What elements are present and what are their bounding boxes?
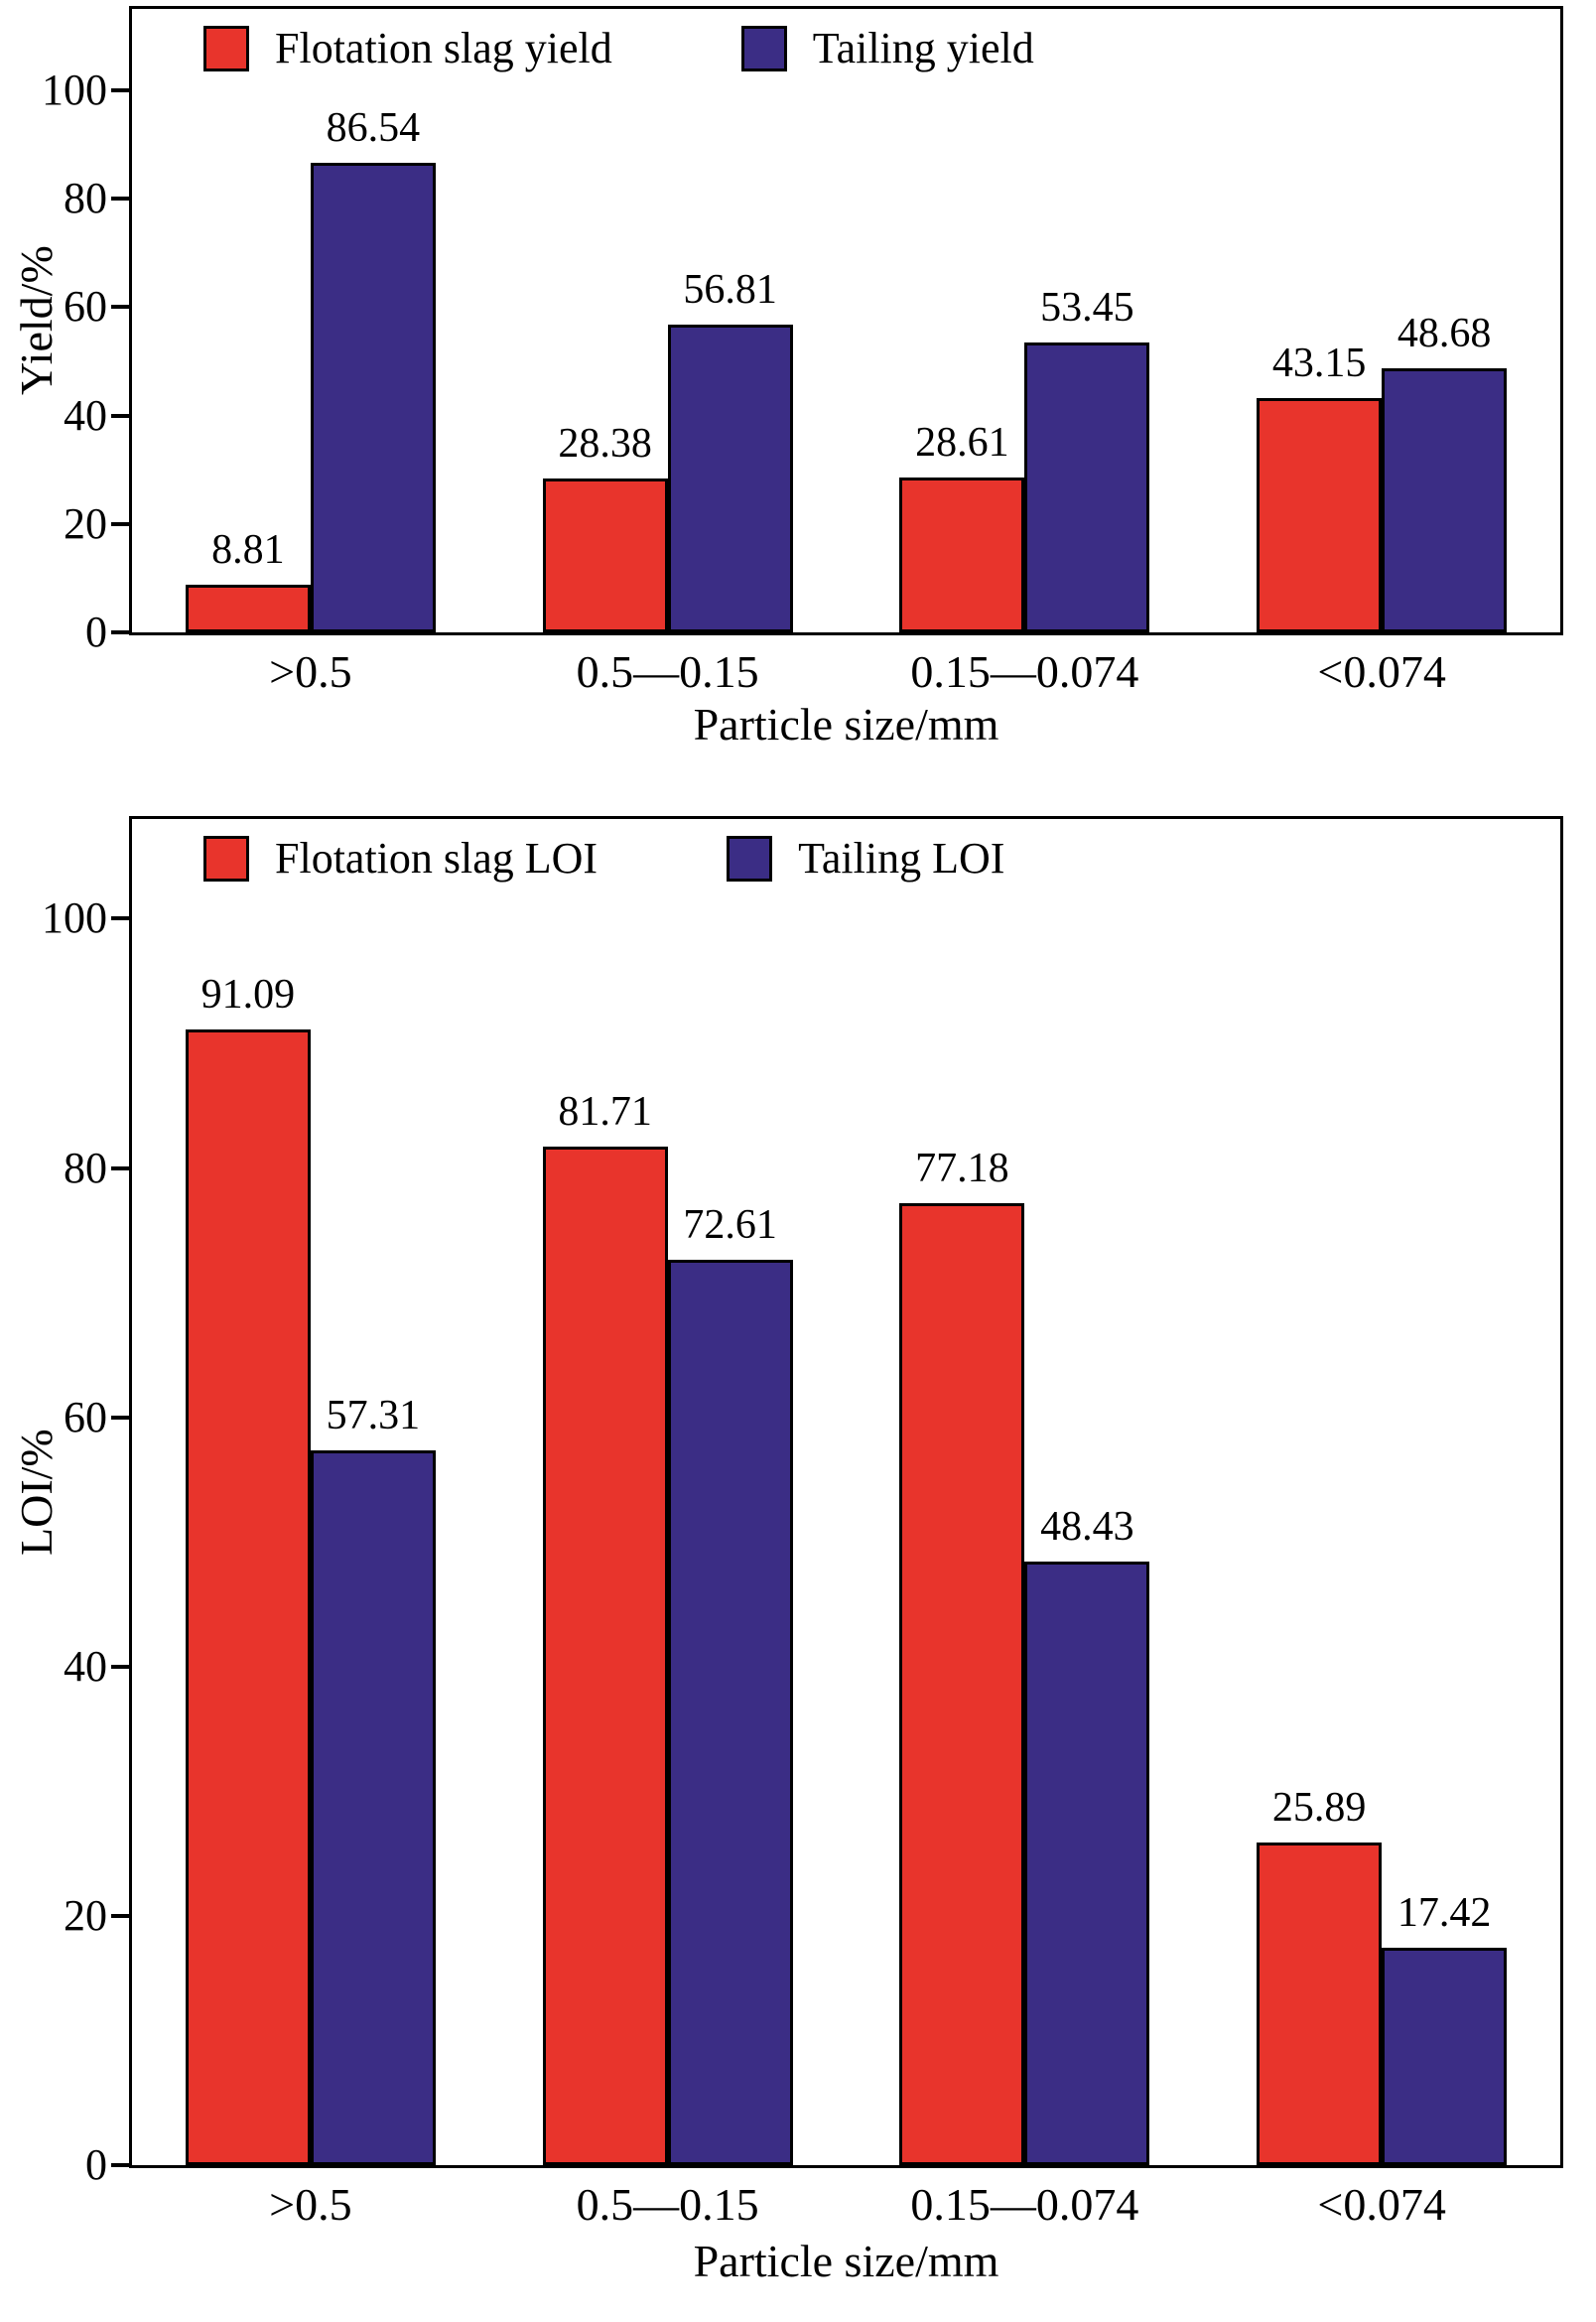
bar-tailing-yield-0-074: [1382, 368, 1508, 632]
flotation-yield-swatch-icon: [203, 26, 249, 71]
bar-value-label: 57.31: [326, 1393, 421, 1439]
y-tick-mark: [111, 1664, 129, 1669]
y-tick-mark: [111, 2163, 129, 2167]
y-tick-mark: [111, 197, 129, 202]
y-tick-label-60: 60: [64, 1392, 107, 1441]
y-tick-label-20: 20: [64, 1890, 107, 1940]
bar-tailing-loi-0-5-0-15: [667, 1260, 793, 2165]
y-tick-mark: [111, 521, 129, 526]
x-tick-label-0-074: <0.074: [1317, 2179, 1446, 2230]
bar-value-label: 72.61: [683, 1202, 777, 1249]
x-tick-label-0-5: >0.5: [269, 2179, 352, 2230]
bar-value-label: 8.81: [211, 526, 285, 573]
x-tick-label-0-074: <0.074: [1317, 646, 1446, 697]
bar-flotation-slag-loi-0-5: [185, 1029, 311, 2165]
legend-item-flotation-yield: Flotation slag yield: [203, 23, 612, 74]
bar-flotation-slag-loi-0-15-0-074: [899, 1202, 1025, 2165]
y-tick-label-40: 40: [64, 390, 107, 440]
x-tick-label-0-5-0-15: 0.5—0.15: [576, 2179, 759, 2230]
y-tick-label-20: 20: [64, 498, 107, 548]
y-tick-label-0: 0: [85, 2140, 107, 2189]
loi-x-axis-title: Particle size/mm: [693, 2236, 999, 2286]
bar-value-label: 28.61: [915, 419, 1009, 466]
bar-tailing-yield-0-15-0-074: [1024, 342, 1150, 632]
bar-flotation-slag-yield-0-5: [185, 584, 311, 632]
bar-flotation-slag-yield-0-5-0-15: [542, 478, 668, 632]
bar-flotation-slag-loi-0-074: [1257, 1842, 1383, 2165]
y-tick-mark: [111, 305, 129, 310]
loi-y-axis-title: LOI/%: [11, 1429, 62, 1556]
y-tick-mark: [111, 87, 129, 92]
bar-value-label: 48.68: [1396, 311, 1492, 357]
y-tick-mark: [111, 1913, 129, 1918]
bar-value-label: 43.15: [1271, 341, 1367, 387]
y-tick-mark: [111, 1165, 129, 1170]
bar-value-label: 28.38: [558, 421, 652, 468]
legend-label-flotation-yield: Flotation slag yield: [275, 24, 612, 72]
legend-item-flotation-loi: Flotation slag LOI: [203, 833, 598, 885]
bar-flotation-slag-yield-0-074: [1257, 398, 1383, 632]
bar-tailing-loi-0-074: [1382, 1948, 1508, 2165]
bar-value-label: 56.81: [683, 266, 777, 313]
y-tick-mark: [111, 630, 129, 634]
bar-value-label: 86.54: [326, 105, 421, 152]
x-tick-label-0-5: >0.5: [269, 646, 352, 697]
tailing-loi-swatch-icon: [727, 836, 773, 882]
flotation-loi-swatch-icon: [203, 836, 249, 882]
y-tick-label-80: 80: [64, 174, 107, 223]
yield-legend: Flotation slag yield Tailing yield: [132, 23, 1560, 74]
yield-chart: Yield/% Flotation slag yield Tailing yie…: [0, 0, 1596, 774]
legend-label-tailing-loi: Tailing LOI: [798, 834, 1005, 883]
legend-item-tailing-loi: Tailing LOI: [727, 833, 1004, 885]
legend-label-flotation-loi: Flotation slag LOI: [275, 834, 598, 883]
bar-value-label: 91.09: [200, 972, 296, 1019]
yield-plot-area: Flotation slag yield Tailing yield 8.81 8…: [129, 6, 1563, 635]
y-tick-label-80: 80: [64, 1143, 107, 1192]
bar-value-label: 53.45: [1040, 285, 1134, 332]
bar-value-label: 77.18: [915, 1145, 1009, 1191]
loi-legend: Flotation slag LOI Tailing LOI: [132, 833, 1560, 885]
legend-label-tailing-yield: Tailing yield: [812, 24, 1034, 72]
y-tick-label-60: 60: [64, 282, 107, 332]
x-tick-label-0-15-0-074: 0.15—0.074: [910, 646, 1139, 697]
bar-value-label: 81.71: [558, 1089, 652, 1136]
y-tick-label-100: 100: [42, 65, 107, 114]
yield-x-axis-title: Particle size/mm: [693, 699, 999, 750]
bar-flotation-slag-yield-0-15-0-074: [899, 477, 1025, 632]
x-tick-label-0-15-0-074: 0.15—0.074: [910, 2179, 1139, 2230]
bar-tailing-loi-0-5: [310, 1450, 436, 2165]
loi-chart: LOI/% Flotation slag LOI Tailing LOI 91.…: [0, 810, 1596, 2322]
y-tick-mark: [111, 1415, 129, 1420]
bar-tailing-loi-0-15-0-074: [1024, 1561, 1150, 2165]
y-tick-label-100: 100: [42, 893, 107, 943]
y-tick-mark: [111, 916, 129, 921]
y-tick-mark: [111, 413, 129, 418]
bar-value-label: 25.89: [1271, 1784, 1367, 1831]
bar-tailing-yield-0-5-0-15: [667, 324, 793, 632]
x-tick-label-0-5-0-15: 0.5—0.15: [576, 646, 759, 697]
loi-plot-area: Flotation slag LOI Tailing LOI 91.09 57.3…: [129, 816, 1563, 2168]
bar-tailing-yield-0-5: [310, 163, 436, 632]
tailing-yield-swatch-icon: [740, 26, 787, 71]
bar-value-label: 48.43: [1040, 1503, 1134, 1550]
legend-item-tailing-yield: Tailing yield: [740, 23, 1034, 74]
bar-value-label: 17.42: [1396, 1890, 1492, 1937]
y-tick-label-0: 0: [85, 608, 107, 656]
y-tick-label-40: 40: [64, 1641, 107, 1691]
bar-flotation-slag-loi-0-5-0-15: [542, 1147, 668, 2165]
